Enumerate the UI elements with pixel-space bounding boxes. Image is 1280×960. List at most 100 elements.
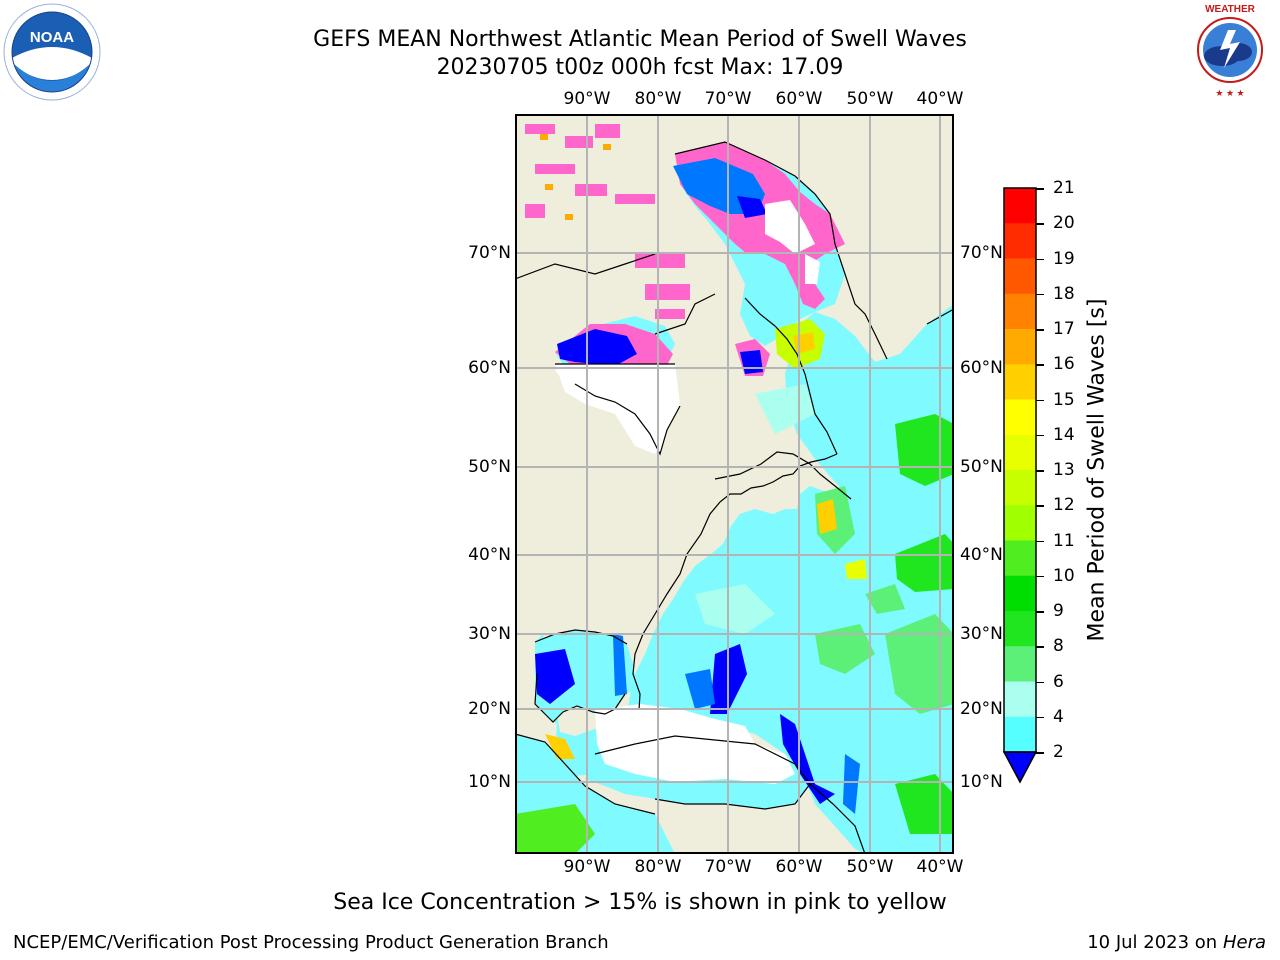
colorbar-cell — [1004, 505, 1036, 541]
svg-text:WEATHER: WEATHER — [1205, 4, 1256, 15]
colorbar-tick-mark — [1036, 505, 1044, 507]
chart-title: GEFS MEAN Northwest Atlantic Mean Period… — [313, 27, 967, 52]
colorbar-tick-mark — [1036, 329, 1044, 331]
colorbar-tick-label: 4 — [1053, 706, 1064, 727]
colorbar-tick-label: 17 — [1053, 319, 1075, 339]
lon-label-bottom: 60°W — [775, 857, 823, 877]
chart-subtitle: 20230705 t00z 000h fcst Max: 17.09 — [436, 55, 844, 80]
lon-label-top: 90°W — [563, 89, 611, 109]
colorbar-tick-mark — [1036, 611, 1044, 613]
colorbar-cell — [1004, 293, 1036, 330]
colorbar-cell — [1004, 364, 1036, 400]
colorbar-cell — [1004, 540, 1036, 577]
swell-patch-yellow — [817, 499, 837, 534]
svg-text:NOAA: NOAA — [30, 29, 74, 46]
lat-label-left: 20°N — [468, 699, 511, 719]
colorbar-cell — [1004, 188, 1036, 224]
colorbar-tick-label: 15 — [1053, 389, 1075, 410]
footer-date: 10 Jul 2023 on — [1087, 932, 1223, 953]
colorbar-tick-mark — [1036, 258, 1044, 260]
colorbar-tick-label: 21 — [1053, 178, 1075, 198]
svg-text:★ ★ ★: ★ ★ ★ — [1215, 88, 1244, 98]
lat-label-left: 60°N — [468, 358, 511, 378]
sea-ice-blue — [557, 329, 637, 366]
footer-left: NCEP/EMC/Verification Post Processing Pr… — [13, 932, 609, 953]
colorbar-tick-mark — [1036, 752, 1044, 754]
lat-label-right: 20°N — [960, 699, 1003, 719]
lon-label-bottom: 40°W — [916, 857, 964, 877]
swell-patch-yellow — [545, 734, 575, 759]
lon-label-top: 50°W — [846, 89, 894, 109]
lat-label-right: 70°N — [960, 243, 1003, 263]
swell-patch-green — [895, 414, 954, 486]
colorbar-tick-label: 9 — [1053, 601, 1064, 621]
footer-host: Hera — [1222, 932, 1266, 953]
colorbar-tick-mark — [1036, 434, 1044, 437]
swell-low-blue — [535, 649, 575, 704]
colorbar-tick-mark — [1036, 646, 1044, 648]
colorbar-cell — [1004, 329, 1036, 365]
lat-label-left: 30°N — [468, 624, 511, 644]
colorbar-tick-label: 19 — [1053, 248, 1075, 269]
colorbar-cell — [1004, 399, 1036, 436]
colorbar-tick-label: 2 — [1053, 742, 1064, 762]
colorbar-tick-label: 13 — [1053, 460, 1075, 480]
lat-label-right: 60°N — [960, 358, 1003, 378]
map-panel — [515, 114, 954, 854]
colorbar-tick-label: 10 — [1053, 565, 1075, 586]
lon-label-top: 60°W — [775, 89, 823, 109]
swell-low-blue — [613, 634, 627, 696]
swell-low-blue — [843, 754, 860, 814]
lon-label-bottom: 80°W — [634, 857, 682, 877]
colorbar-tick-label: 8 — [1053, 636, 1064, 657]
swell-patch-yellow — [845, 559, 867, 579]
colorbar-tick-mark — [1036, 188, 1044, 190]
lon-label-bottom: 90°W — [563, 857, 611, 877]
lat-label-left: 70°N — [468, 243, 511, 263]
lat-label-right: 40°N — [960, 545, 1003, 565]
colorbar-tick-label: 12 — [1053, 495, 1075, 516]
lat-label-left: 50°N — [468, 457, 511, 477]
swell-patch-light — [695, 584, 775, 634]
sea-ice-white — [765, 200, 815, 254]
lon-label-top: 70°W — [704, 89, 752, 109]
lat-label-right: 50°N — [960, 457, 1003, 477]
colorbar-tick-mark — [1036, 681, 1044, 683]
colorbar — [1000, 186, 1040, 786]
colorbar-tick-label: 14 — [1053, 424, 1075, 445]
sea-ice-white — [805, 254, 820, 284]
colorbar-extend-arrow — [1002, 751, 1038, 784]
sea-ice-note: Sea Ice Concentration > 15% is shown in … — [333, 890, 947, 915]
colorbar-tick-mark — [1036, 470, 1044, 472]
colorbar-tick-mark — [1036, 364, 1044, 366]
colorbar-cell — [1004, 716, 1036, 753]
colorbar-cell — [1004, 646, 1036, 682]
coastlines — [515, 141, 954, 854]
swell-low-blue — [685, 669, 715, 709]
colorbar-cell — [1004, 434, 1036, 471]
swell-patch-green — [865, 584, 905, 614]
noaa-logo: NOAA — [0, 2, 104, 102]
colorbar-cell — [1004, 470, 1036, 506]
lon-label-bottom: 70°W — [704, 857, 752, 877]
colorbar-tick-mark — [1036, 399, 1044, 401]
swell-patch-green — [515, 804, 595, 854]
colorbar-tick-mark — [1036, 223, 1044, 225]
colorbar-tick-mark — [1036, 540, 1044, 542]
colorbar-cell — [1004, 223, 1036, 259]
lat-label-right: 30°N — [960, 624, 1003, 644]
lat-label-left: 40°N — [468, 545, 511, 565]
colorbar-tick-label: 18 — [1053, 283, 1075, 304]
colorbar-tick-label: 11 — [1053, 530, 1075, 551]
colorbar-tick-label: 6 — [1053, 671, 1064, 692]
colorbar-label: Mean Period of Swell Waves [s] — [1084, 298, 1110, 642]
lon-label-bottom: 50°W — [846, 857, 894, 877]
lat-label-right: 10°N — [960, 772, 1003, 792]
colorbar-tick-label: 20 — [1053, 213, 1075, 234]
lon-label-top: 80°W — [634, 89, 682, 109]
nws-logo: WEATHER ★ ★ ★ — [1180, 0, 1280, 100]
sea-ice-blue — [737, 196, 767, 218]
lon-label-top: 40°W — [916, 89, 964, 109]
colorbar-cell — [1004, 575, 1036, 612]
colorbar-tick-mark — [1036, 716, 1044, 719]
